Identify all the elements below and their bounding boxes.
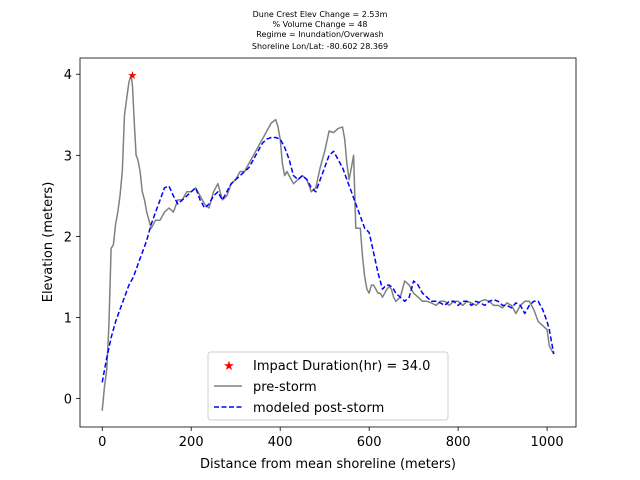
legend-entry-pre-storm: pre-storm bbox=[253, 380, 317, 395]
y-tick-label: 1 bbox=[64, 312, 72, 327]
x-tick-label: 600 bbox=[357, 435, 382, 450]
y-tick-label: 0 bbox=[64, 393, 72, 408]
y-axis: 0 1 2 3 4 bbox=[64, 68, 80, 408]
x-tick-label: 0 bbox=[98, 435, 106, 450]
title-line-1: Dune Crest Elev Change = 2.53m bbox=[253, 10, 388, 19]
x-tick-label: 200 bbox=[179, 435, 204, 450]
legend-box bbox=[207, 351, 449, 421]
title-line-4: Shoreline Lon/Lat: -80.602 28.369 bbox=[252, 42, 388, 51]
pre-storm-series-line bbox=[101, 74, 555, 411]
title-line-2: % Volume Change = 48 bbox=[272, 20, 367, 29]
x-tick-label: 400 bbox=[268, 435, 293, 450]
legend-marker-star-icon: ★ bbox=[223, 359, 235, 374]
x-tick-label: 800 bbox=[446, 435, 471, 450]
legend: ★ Impact Duration(hr) = 34.0 pre-storm m… bbox=[207, 351, 449, 421]
y-tick-label: 3 bbox=[64, 149, 72, 164]
y-tick-label: 4 bbox=[64, 68, 72, 83]
title-line-3: Regime = Inundation/Overwash bbox=[256, 30, 383, 39]
plot-frame bbox=[79, 57, 577, 428]
legend-entry-post-storm: modeled post-storm bbox=[253, 401, 384, 416]
x-axis: 0 200 400 600 800 1000 bbox=[98, 427, 564, 450]
y-tick-label: 2 bbox=[64, 230, 72, 245]
post-storm-series-line bbox=[101, 136, 555, 383]
plot-lines: ★ bbox=[101, 69, 555, 411]
x-tick-label: 1000 bbox=[531, 435, 564, 450]
legend-entry-impact-duration: Impact Duration(hr) = 34.0 bbox=[253, 359, 430, 374]
chart-title: Dune Crest Elev Change = 2.53m % Volume … bbox=[252, 10, 388, 51]
y-axis-label: Elevation (meters) bbox=[41, 182, 56, 303]
x-axis-label: Distance from mean shoreline (meters) bbox=[200, 457, 456, 472]
dune-crest-star-marker: ★ bbox=[128, 69, 138, 82]
